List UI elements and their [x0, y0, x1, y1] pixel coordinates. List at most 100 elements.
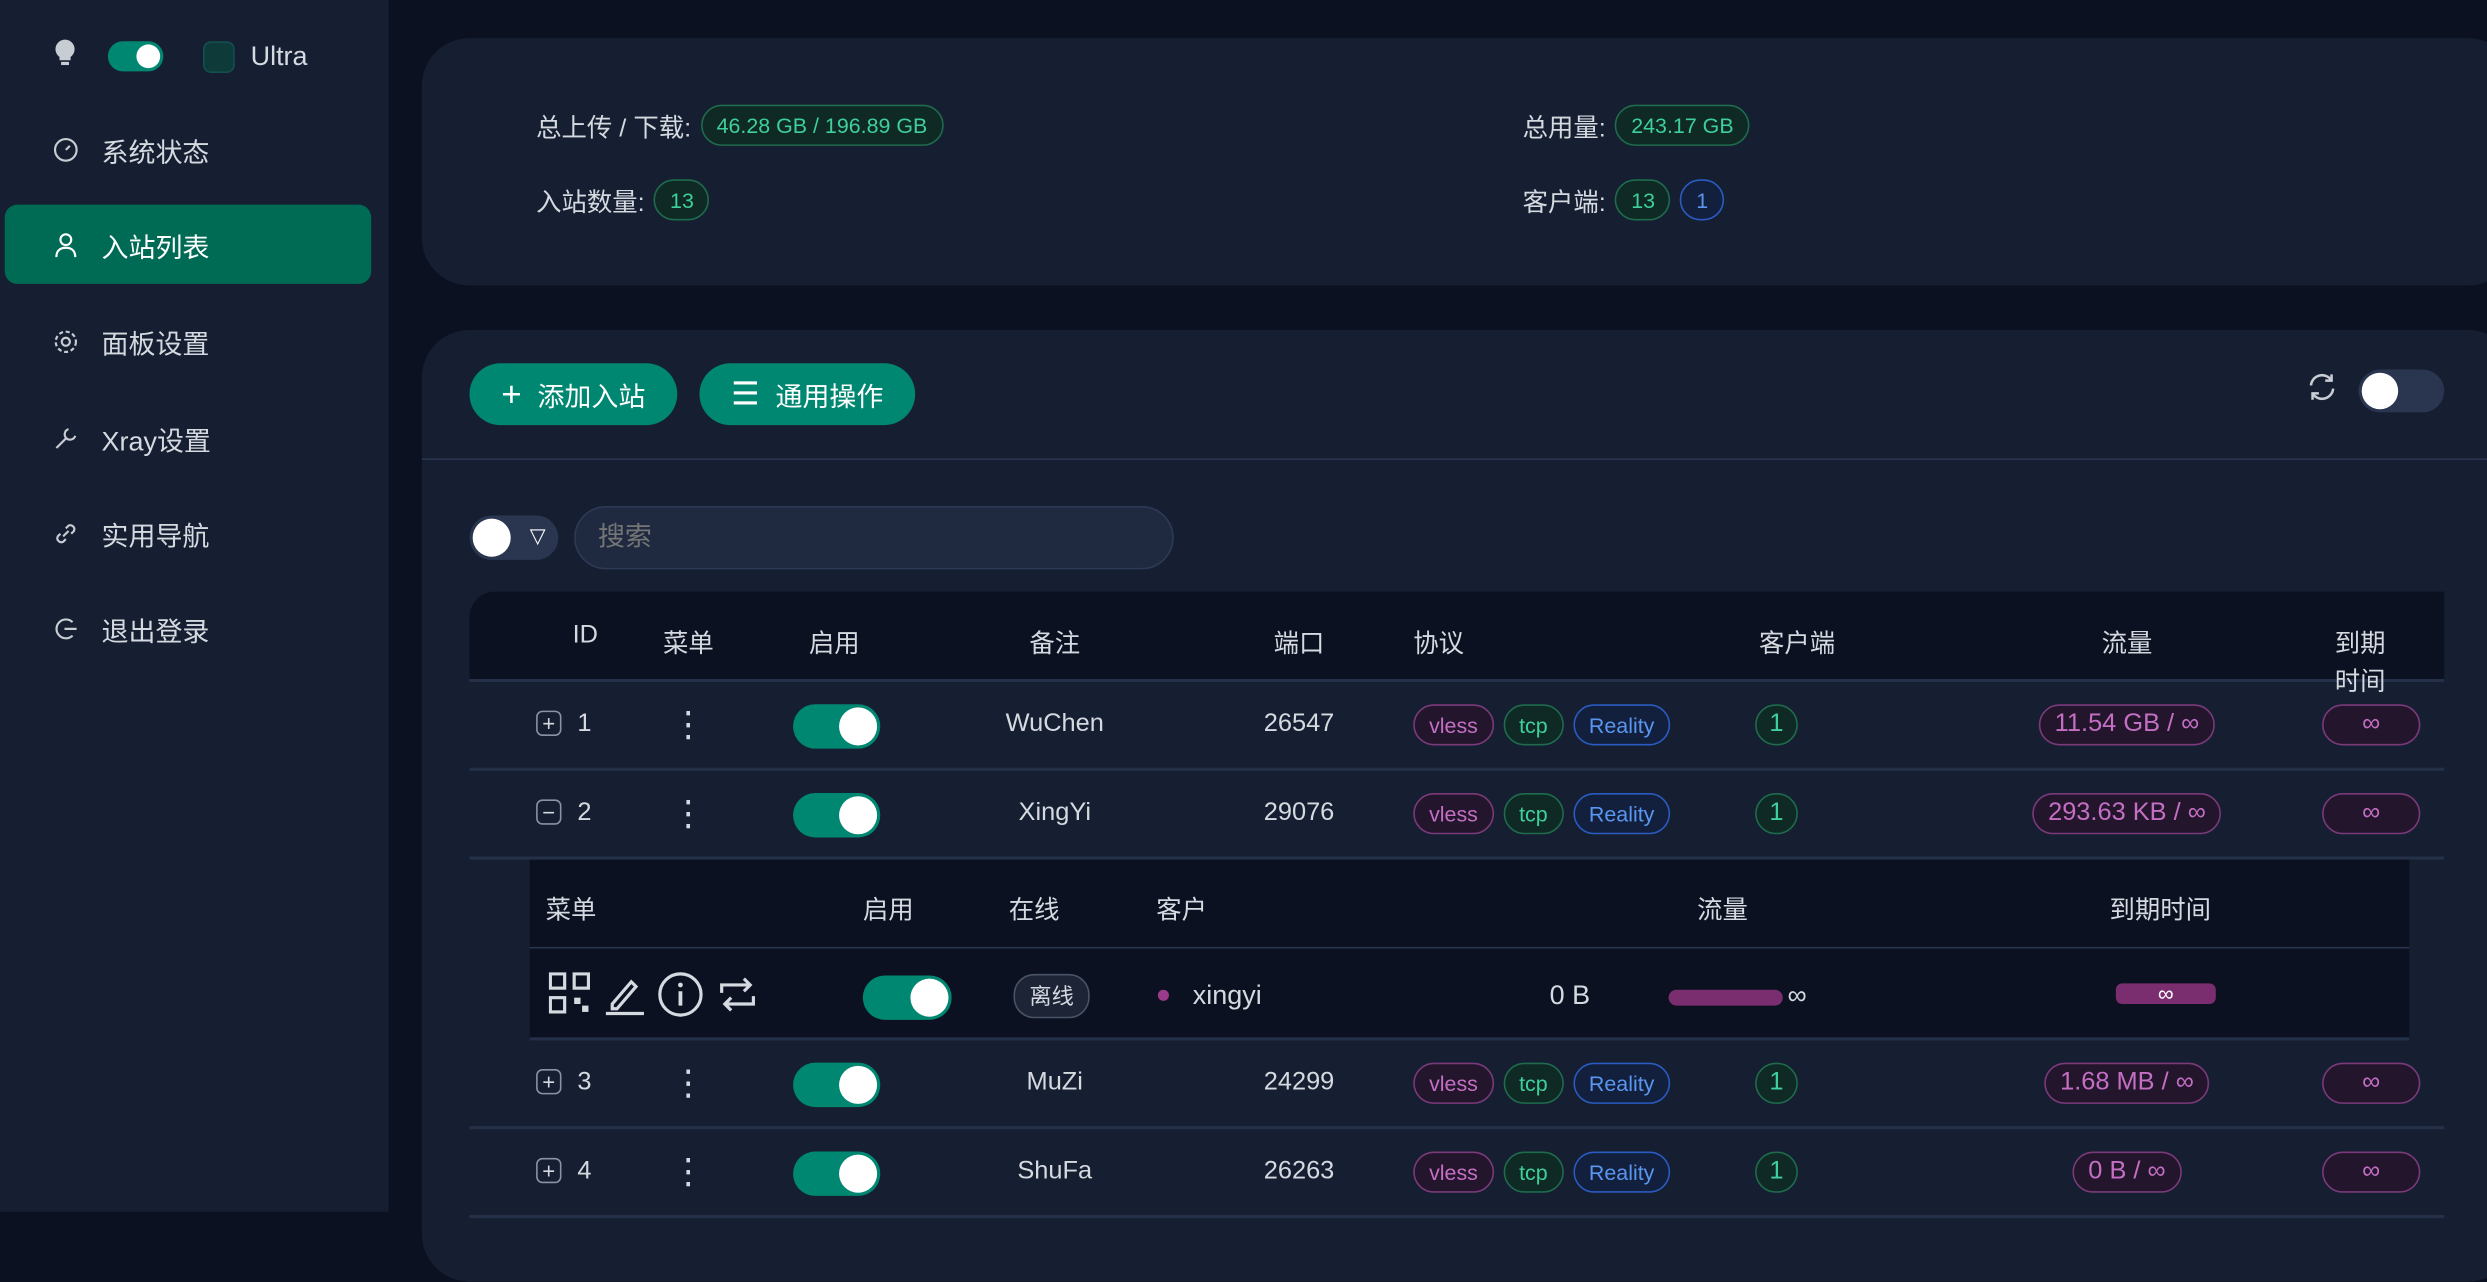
sidebar-item-logout[interactable]: 退出登录 [5, 588, 371, 667]
expiry-tag: ∞ [2322, 793, 2421, 835]
inbound-enable-toggle[interactable] [793, 1151, 881, 1196]
collapse-row-icon[interactable]: − [536, 799, 562, 825]
row-menu-icon[interactable]: ⋮ [670, 704, 706, 744]
updown-value: 46.28 GB / 196.89 GB [700, 104, 944, 146]
inbound-enable-toggle[interactable] [793, 1062, 881, 1108]
header-remark: 备注 [1029, 631, 1081, 659]
inbound-remark: MuZi [1026, 1069, 1083, 1096]
traffic-progress-bar [1668, 989, 1783, 1006]
info-icon[interactable] [657, 971, 705, 1019]
client-count-tag: 1 [1755, 704, 1798, 746]
traffic-tag: 1.68 MB / ∞ [2044, 1062, 2210, 1104]
client-header-menu: 菜单 [545, 897, 597, 925]
lightbulb-icon[interactable] [54, 38, 76, 70]
client-enable-toggle[interactable] [862, 975, 952, 1020]
logout-icon [55, 617, 77, 639]
expand-row-icon[interactable]: + [536, 1069, 562, 1095]
refresh-icon[interactable] [2306, 371, 2338, 403]
expand-row-icon[interactable]: + [536, 1157, 562, 1184]
network-tag: tcp [1503, 1062, 1564, 1104]
inbound-id: 3 [577, 1069, 592, 1096]
user-icon [55, 232, 77, 257]
sidebar-item-label: 面板设置 [101, 329, 210, 360]
client-subtable: 菜单 启用 在线 客户 流量 到期时间 离线 xingyi 0 B ∞ ∞ [529, 859, 2410, 1041]
inbound-id: 2 [577, 799, 592, 827]
auto-refresh-toggle[interactable] [2358, 369, 2445, 413]
expiry-tag: ∞ [2322, 704, 2421, 746]
row-menu-icon[interactable]: ⋮ [670, 1062, 706, 1103]
filter-icon: ▽ [529, 523, 546, 548]
expiry-tag: ∞ [2322, 1062, 2421, 1104]
sidebar-item-system-status[interactable]: 系统状态 [5, 109, 371, 188]
dashboard-icon [53, 137, 78, 161]
expiry-tag: ∞ [2322, 1151, 2421, 1193]
sidebar-item-label: 入站列表 [101, 232, 210, 263]
row-menu-icon[interactable]: ⋮ [670, 793, 706, 833]
general-actions-label: 通用操作 [775, 382, 884, 413]
inbound-remark: ShuFa [1017, 1157, 1093, 1185]
traffic-tag: 11.54 GB / ∞ [2038, 704, 2216, 746]
network-tag: tcp [1503, 704, 1564, 746]
qrcode-icon[interactable] [548, 972, 591, 1014]
sidebar-item-panel-settings[interactable]: 面板设置 [5, 301, 371, 380]
clients-online: 1 [1680, 179, 1725, 221]
traffic-tag: 0 B / ∞ [2072, 1151, 2182, 1193]
inbound-count-value: 13 [654, 179, 710, 221]
gear-icon [54, 329, 78, 353]
network-tag: tcp [1503, 1151, 1564, 1193]
traffic-limit: ∞ [1787, 980, 1807, 1011]
clients-label: 客户端: [1522, 190, 1606, 218]
plus-icon: + [501, 373, 522, 414]
row-menu-icon[interactable]: ⋮ [670, 1151, 706, 1192]
header-id: ID [572, 621, 598, 649]
inbound-enable-toggle[interactable] [793, 793, 881, 838]
header-menu: 菜单 [662, 631, 714, 659]
link-icon [56, 523, 76, 543]
divider [421, 458, 2487, 460]
client-count-tag: 1 [1755, 1151, 1798, 1193]
inbound-remark: XingYi [1018, 799, 1091, 827]
menu-icon: ☰ [731, 377, 760, 413]
traffic-tag: 293.63 KB / ∞ [2032, 793, 2222, 835]
sidebar-item-navigation[interactable]: 实用导航 [5, 493, 371, 572]
header-clients: 客户端 [1758, 631, 1836, 659]
inbound-enable-toggle[interactable] [793, 704, 881, 749]
sidebar-item-inbounds[interactable]: 入站列表 [4, 204, 372, 284]
updown-label: 总上传 / 下载: [536, 115, 692, 143]
online-status-badge: 离线 [1013, 973, 1090, 1019]
header-port: 端口 [1273, 631, 1325, 659]
ultra-checkbox[interactable] [203, 41, 235, 73]
ultra-label: Ultra [250, 41, 308, 72]
add-inbound-label: 添加入站 [537, 382, 646, 413]
divider [529, 946, 2410, 949]
inbound-id: 4 [577, 1157, 592, 1185]
header-expiry: 到期时间 [2334, 631, 2386, 697]
stats-card: 总上传 / 下载: 46.28 GB / 196.89 GB 总用量: 243.17… [421, 38, 2487, 286]
security-tag: Reality [1573, 793, 1671, 835]
sidebar-item-label: Xray设置 [101, 425, 211, 457]
client-header-online: 在线 [1008, 897, 1060, 925]
sidebar-item-label: 退出登录 [101, 616, 210, 647]
search-input[interactable] [574, 505, 1174, 570]
sidebar-item-label: 实用导航 [101, 521, 210, 552]
client-count-tag: 1 [1755, 793, 1798, 835]
reset-traffic-icon[interactable] [717, 974, 758, 1015]
header-traffic: 流量 [2101, 631, 2153, 659]
total-usage-label: 总用量: [1522, 115, 1606, 143]
clients-total: 13 [1615, 179, 1671, 221]
client-header-enable: 启用 [862, 897, 914, 925]
add-inbound-button[interactable]: + 添加入站 [469, 363, 678, 426]
client-count-tag: 1 [1755, 1062, 1798, 1104]
edit-icon[interactable] [603, 972, 647, 1016]
protocol-tag: vless [1413, 704, 1494, 746]
dark-theme-toggle[interactable] [107, 41, 164, 72]
table-row: +1 ⋮ WuChen 26547 vless tcp Reality 1 11.5… [469, 682, 2445, 771]
client-email: xingyi [1192, 980, 1262, 1011]
status-dot [1157, 989, 1169, 1001]
sidebar: Ultra 系统状态 入站列表 面板设置 Xray设置 实用导航 退出登录 [0, 0, 389, 1212]
sidebar-item-xray-settings[interactable]: Xray设置 [5, 398, 371, 477]
filter-toggle[interactable]: ▽ [469, 515, 559, 560]
inbound-port: 26547 [1263, 710, 1335, 738]
expand-row-icon[interactable]: + [536, 710, 562, 736]
general-actions-button[interactable]: ☰ 通用操作 [699, 363, 916, 426]
